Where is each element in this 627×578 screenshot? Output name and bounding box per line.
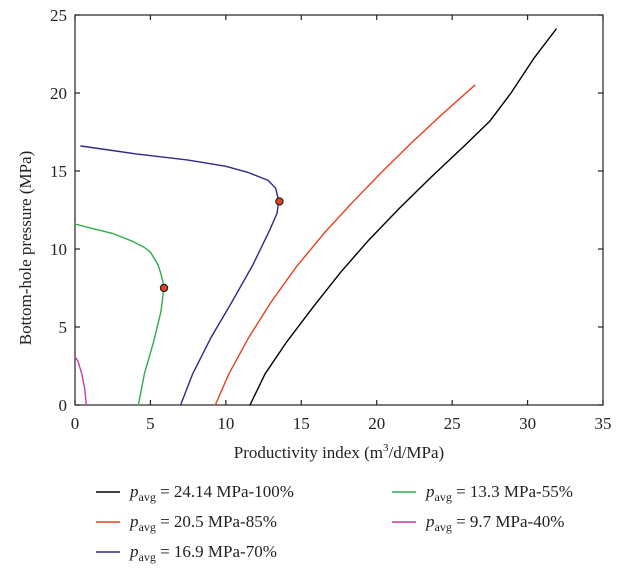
x-tick-label: 30 <box>519 414 536 433</box>
inflection-point-marker <box>159 283 169 293</box>
legend-label-5: pavg = 9.7 MPa-40% <box>425 512 564 534</box>
x-tick-label: 35 <box>595 414 612 433</box>
y-tick-label: 15 <box>50 162 67 181</box>
legend-subscript: avg <box>139 550 156 564</box>
x-tick-label: 10 <box>217 414 234 433</box>
legend-subscript: avg <box>139 520 156 534</box>
x-tick-label: 0 <box>71 414 80 433</box>
x-axis-label-sup: 3 <box>383 442 389 454</box>
markers <box>159 197 284 293</box>
y-tick-label: 0 <box>59 396 68 415</box>
legend-subscript: avg <box>435 490 452 504</box>
y-tick-label: 10 <box>50 240 67 259</box>
x-tick-label: 5 <box>146 414 155 433</box>
x-tick-label: 15 <box>293 414 310 433</box>
legend-label-1: pavg = 24.14 MPa-100% <box>129 482 294 504</box>
legend-label-4: pavg = 13.3 MPa-55% <box>425 482 573 504</box>
inflection-point-marker <box>275 197 284 206</box>
series-line-3 <box>80 145 280 406</box>
series-line-1 <box>249 28 557 406</box>
y-axis-label: Bottom-hole pressure (MPa) <box>16 151 35 346</box>
y-tick-label: 25 <box>50 6 67 25</box>
series-lines <box>74 28 557 406</box>
legend-symbol: p <box>425 512 435 531</box>
legend-value: = 20.5 MPa-85% <box>156 512 277 531</box>
legend-symbol: p <box>129 512 139 531</box>
legend-symbol: p <box>425 482 435 501</box>
legend-label-3: pavg = 16.9 MPa-70% <box>129 542 277 564</box>
series-line-4 <box>74 223 165 406</box>
legend-value: = 9.7 MPa-40% <box>452 512 565 531</box>
x-tick-label: 20 <box>368 414 385 433</box>
y-tick-label: 5 <box>59 318 68 337</box>
series-line-5 <box>74 355 88 406</box>
legend-value: = 13.3 MPa-55% <box>452 482 573 501</box>
axes: 0 5 10 15 20 25 30 35 0 5 10 15 20 25 <box>50 6 612 433</box>
x-axis-label: Productivity index (m3/d/MPa) <box>234 442 444 462</box>
legend-value: = 16.9 MPa-70% <box>156 542 277 561</box>
plot-frame <box>74 14 604 406</box>
y-tick-label: 20 <box>50 84 67 103</box>
legend-label-2: pavg = 20.5 MPa-85% <box>129 512 277 534</box>
legend-value: = 24.14 MPa-100% <box>156 482 294 501</box>
legend-symbol: p <box>129 482 139 501</box>
x-tick-label: 25 <box>444 414 461 433</box>
legend-subscript: avg <box>435 520 452 534</box>
legend: pavg = 24.14 MPa-100%pavg = 20.5 MPa-85%… <box>96 482 573 564</box>
legend-symbol: p <box>129 542 139 561</box>
x-axis-label-main: Productivity index (m <box>234 443 383 462</box>
x-axis-label-tail: /d/MPa) <box>388 443 444 462</box>
legend-subscript: avg <box>139 490 156 504</box>
series-line-2 <box>214 84 476 406</box>
